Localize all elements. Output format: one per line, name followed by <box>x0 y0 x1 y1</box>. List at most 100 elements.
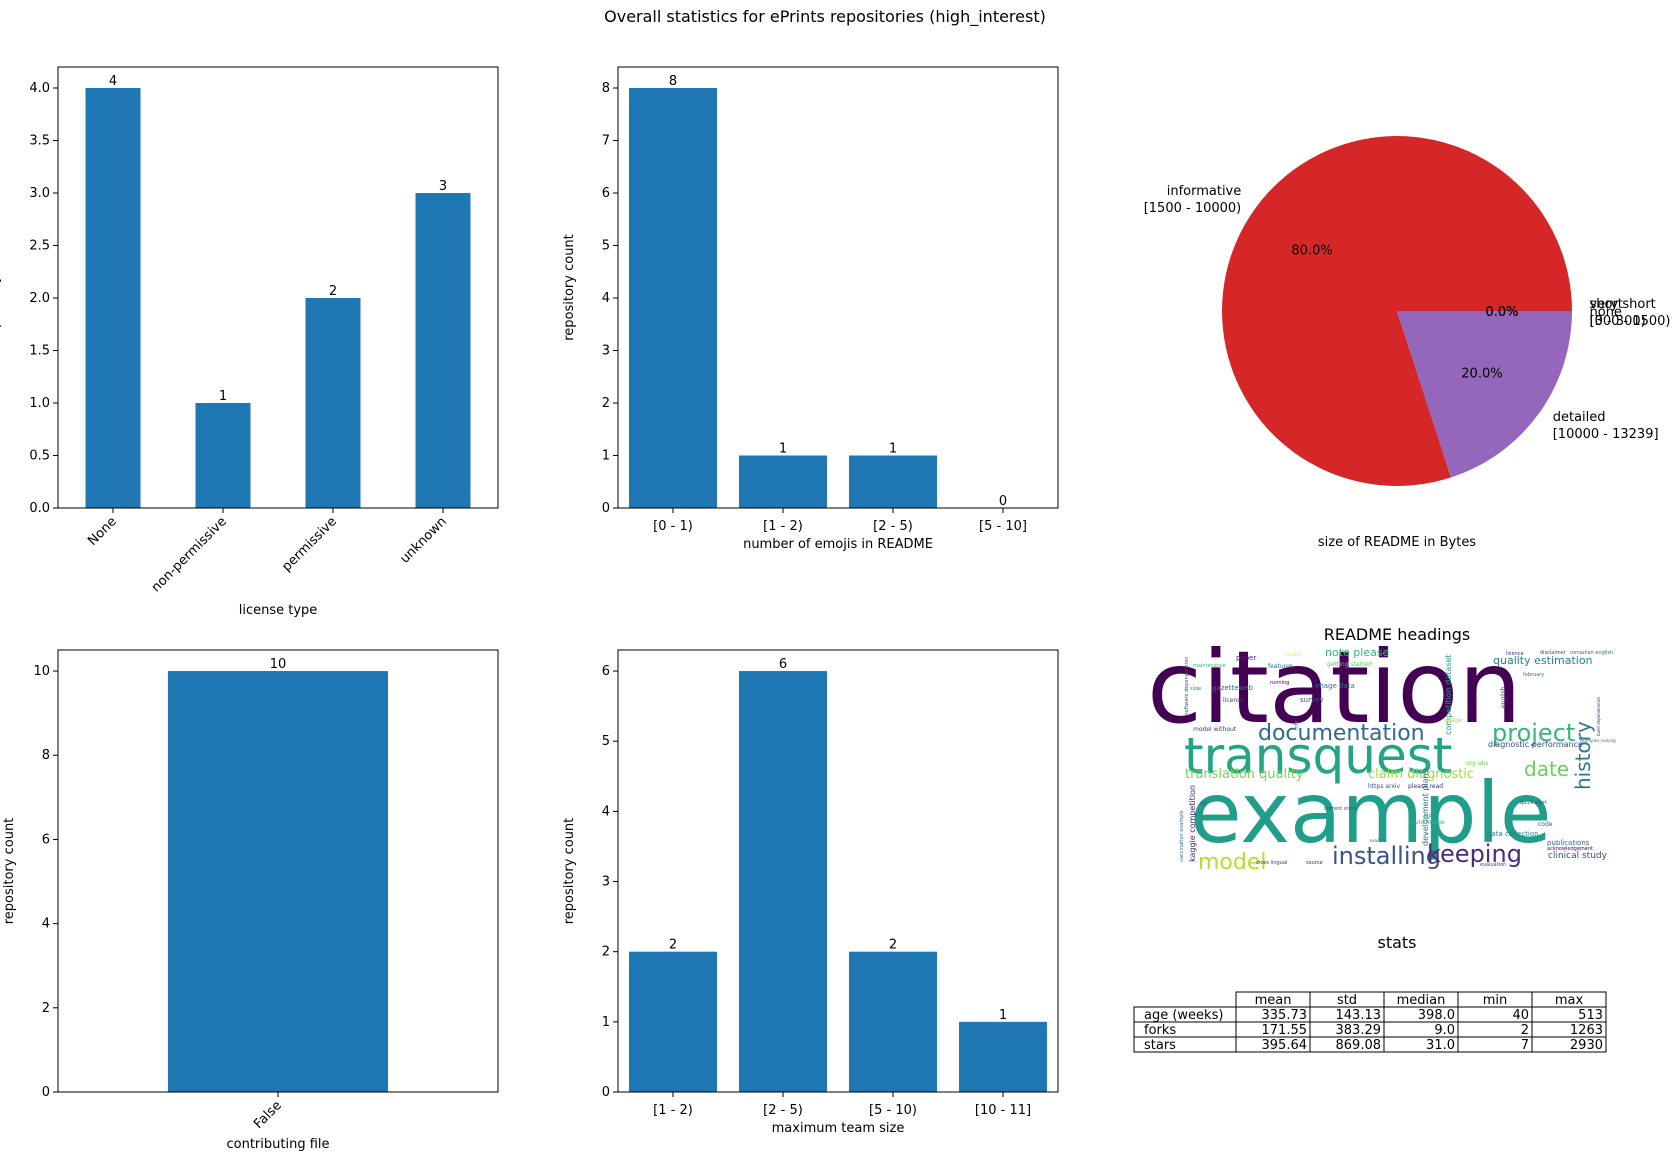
wordcloud-word: vaccination example <box>1179 810 1185 862</box>
readme-headings-wordcloud: README headings citationtransquestexampl… <box>1147 625 1616 875</box>
bar <box>305 298 361 508</box>
x-tick-label: [1 - 2) <box>653 1103 693 1118</box>
wordcloud-word: build dependencies <box>1596 697 1601 736</box>
axes-frame <box>57 66 499 509</box>
wordcloud-word: project <box>1492 719 1575 747</box>
x-axis-label: license type <box>239 603 318 618</box>
figure-suptitle: Overall statistics for ePrints repositor… <box>604 7 1046 27</box>
y-axis-label: repository count <box>2 818 17 925</box>
wordcloud-word: installing <box>1332 842 1441 870</box>
wordcloud-word: disclaimer <box>1540 650 1567 656</box>
y-tick-label: 10 <box>33 664 50 679</box>
wordcloud-word: competition dataset <box>1444 654 1453 735</box>
bar-value-label: 2 <box>889 938 897 953</box>
y-tick-label: 1.5 <box>29 344 50 359</box>
pie-slice-label: short <box>1590 297 1623 312</box>
bar-value-label: 10 <box>270 657 287 672</box>
wordcloud-word: exact <box>1370 838 1381 843</box>
wordcloud-word: diagnostic performance <box>1488 740 1583 749</box>
wordcloud-word: source <box>1306 860 1323 866</box>
y-tick-label: 0 <box>602 501 610 516</box>
wordcloud-word: image data <box>1315 682 1355 690</box>
table-cell-value: 513 <box>1578 1008 1603 1023</box>
y-tick-label: 2 <box>602 396 610 411</box>
bar-value-label: 4 <box>109 74 117 89</box>
pie-pct-label: 80.0% <box>1291 243 1332 258</box>
bar-value-label: 6 <box>779 657 787 672</box>
x-tick-label: non-permissive <box>149 514 230 595</box>
bar <box>629 88 717 508</box>
x-tick-label: [5 - 10) <box>869 1103 917 1118</box>
wordcloud-word: survey <box>1300 696 1324 704</box>
wordcloud-word: sti <box>1200 801 1206 807</box>
x-axis-label: number of emojis in README <box>743 537 933 552</box>
bar-value-label: 8 <box>669 74 677 89</box>
license-type-bar-chart: 0.0 0.5 1.0 1.5 2.0 2.5 3.0 3.5 4.0 4 None 1 non-per… <box>0 66 499 618</box>
wordcloud-word: date <box>1524 757 1569 781</box>
bar <box>849 951 937 1092</box>
y-tick-label: 3 <box>602 875 610 890</box>
wordcloud-word: development plans <box>1421 769 1430 846</box>
bar-value-label: 0 <box>999 494 1007 509</box>
x-tick-label: unknown <box>397 514 449 566</box>
wordcloud-word: info <box>1294 721 1300 730</box>
y-tick-label: 4 <box>602 291 610 306</box>
y-tick-label: 2 <box>602 945 610 960</box>
y-tick-label: 6 <box>42 832 50 847</box>
pie-slice-label: [300 - 1500) <box>1590 314 1671 329</box>
wordcloud-word: usage <box>1444 717 1462 724</box>
bar <box>195 403 251 508</box>
pie-slice-label: detailed <box>1553 410 1606 425</box>
pie-pct-label: 20.0% <box>1461 367 1502 382</box>
pie-pct-label: 0.0% <box>1485 305 1518 320</box>
wordcloud-word: examples ranking <box>1580 738 1616 743</box>
table-cell-value: 7 <box>1521 1038 1529 1053</box>
bar <box>629 951 717 1092</box>
table-row-label: age (weeks) <box>1144 1008 1223 1023</box>
table-cell <box>1531 1036 1607 1053</box>
pie-slice <box>1397 311 1572 478</box>
y-tick-label: 8 <box>602 81 610 96</box>
x-tick-label: [2 - 5) <box>763 1103 803 1118</box>
wordcloud-word: https arxiv <box>1368 783 1401 790</box>
pie-slice-label: [10000 - 13239] <box>1553 427 1659 442</box>
wordcloud-word: covid image <box>1408 819 1445 826</box>
bar-value-label: 1 <box>889 442 897 457</box>
wordcloud-word: acknowledgement <box>1547 846 1593 852</box>
wordcloud-word: data collection <box>1487 830 1539 838</box>
table-row-label: stars <box>1144 1038 1176 1053</box>
y-tick-label: 0.5 <box>29 449 50 464</box>
y-tick-label: 1.0 <box>29 396 50 411</box>
wordcloud-word: software dependencies <box>1184 657 1190 715</box>
bar <box>739 455 827 508</box>
wordcloud-word: quick start <box>1520 800 1547 806</box>
axes-frame <box>617 66 1059 509</box>
wordcloud-word: toolkit <box>1285 652 1301 658</box>
wordcloud-word: publications <box>1547 839 1590 847</box>
wordcloud-word: code <box>1538 821 1553 828</box>
pie-x-label: size of README in Bytes <box>1318 535 1476 550</box>
x-tick-label: [1 - 2) <box>763 519 803 534</box>
y-axis-label: repository count <box>562 818 577 925</box>
x-axis-label: contributing file <box>226 1137 329 1152</box>
x-tick-label: [10 - 11] <box>975 1103 1031 1118</box>
wordcloud-word: maintenance <box>1193 663 1226 669</box>
table-cell-value: 31.0 <box>1426 1038 1455 1053</box>
pie-pct-label: 0.0% <box>1485 305 1518 320</box>
y-tick-label: 3 <box>602 344 610 359</box>
bar-value-label: 1 <box>219 389 227 404</box>
y-tick-label: 3.5 <box>29 134 50 149</box>
pie-slice-label: [1500 - 10000) <box>1144 201 1242 216</box>
y-tick-label: 5 <box>602 734 610 749</box>
table-cell-value: 2 <box>1521 1023 1529 1038</box>
y-tick-label: 7 <box>602 134 610 149</box>
wordcloud-word: model <box>1198 850 1267 875</box>
bar <box>849 455 937 508</box>
table-cell-value: 395.64 <box>1262 1038 1308 1053</box>
table-cell-value: 9.0 <box>1434 1023 1455 1038</box>
wordcloud-word: license <box>1223 697 1244 704</box>
wordcloud-word: running <box>1270 680 1289 686</box>
table-cell-value: 869.08 <box>1336 1038 1382 1053</box>
y-axis-label: repository count <box>0 234 2 341</box>
bar-value-label: 1 <box>999 1008 1007 1023</box>
